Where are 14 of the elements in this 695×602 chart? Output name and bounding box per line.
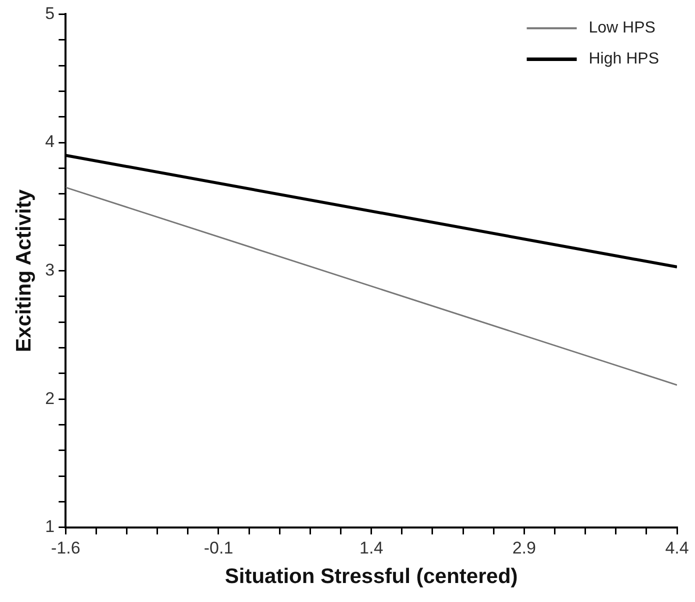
- x-tick-label: -0.1: [204, 538, 234, 558]
- x-tick-label: -1.6: [51, 538, 80, 558]
- legend-label: High HPS: [588, 50, 659, 68]
- y-tick-label: 3: [45, 260, 55, 280]
- y-tick-label: 4: [45, 132, 55, 152]
- x-tick-label: 4.4: [665, 538, 689, 558]
- x-tick-label: 1.4: [360, 538, 384, 558]
- y-axis-title: Exciting Activity: [12, 189, 36, 352]
- x-axis-title: Situation Stressful (centered): [224, 565, 518, 588]
- legend-label: Low HPS: [588, 20, 656, 37]
- y-tick-label: 2: [45, 388, 55, 408]
- y-tick-label: 1: [45, 517, 55, 536]
- x-tick-label: 2.9: [512, 538, 536, 558]
- y-tick-label: 5: [45, 4, 55, 23]
